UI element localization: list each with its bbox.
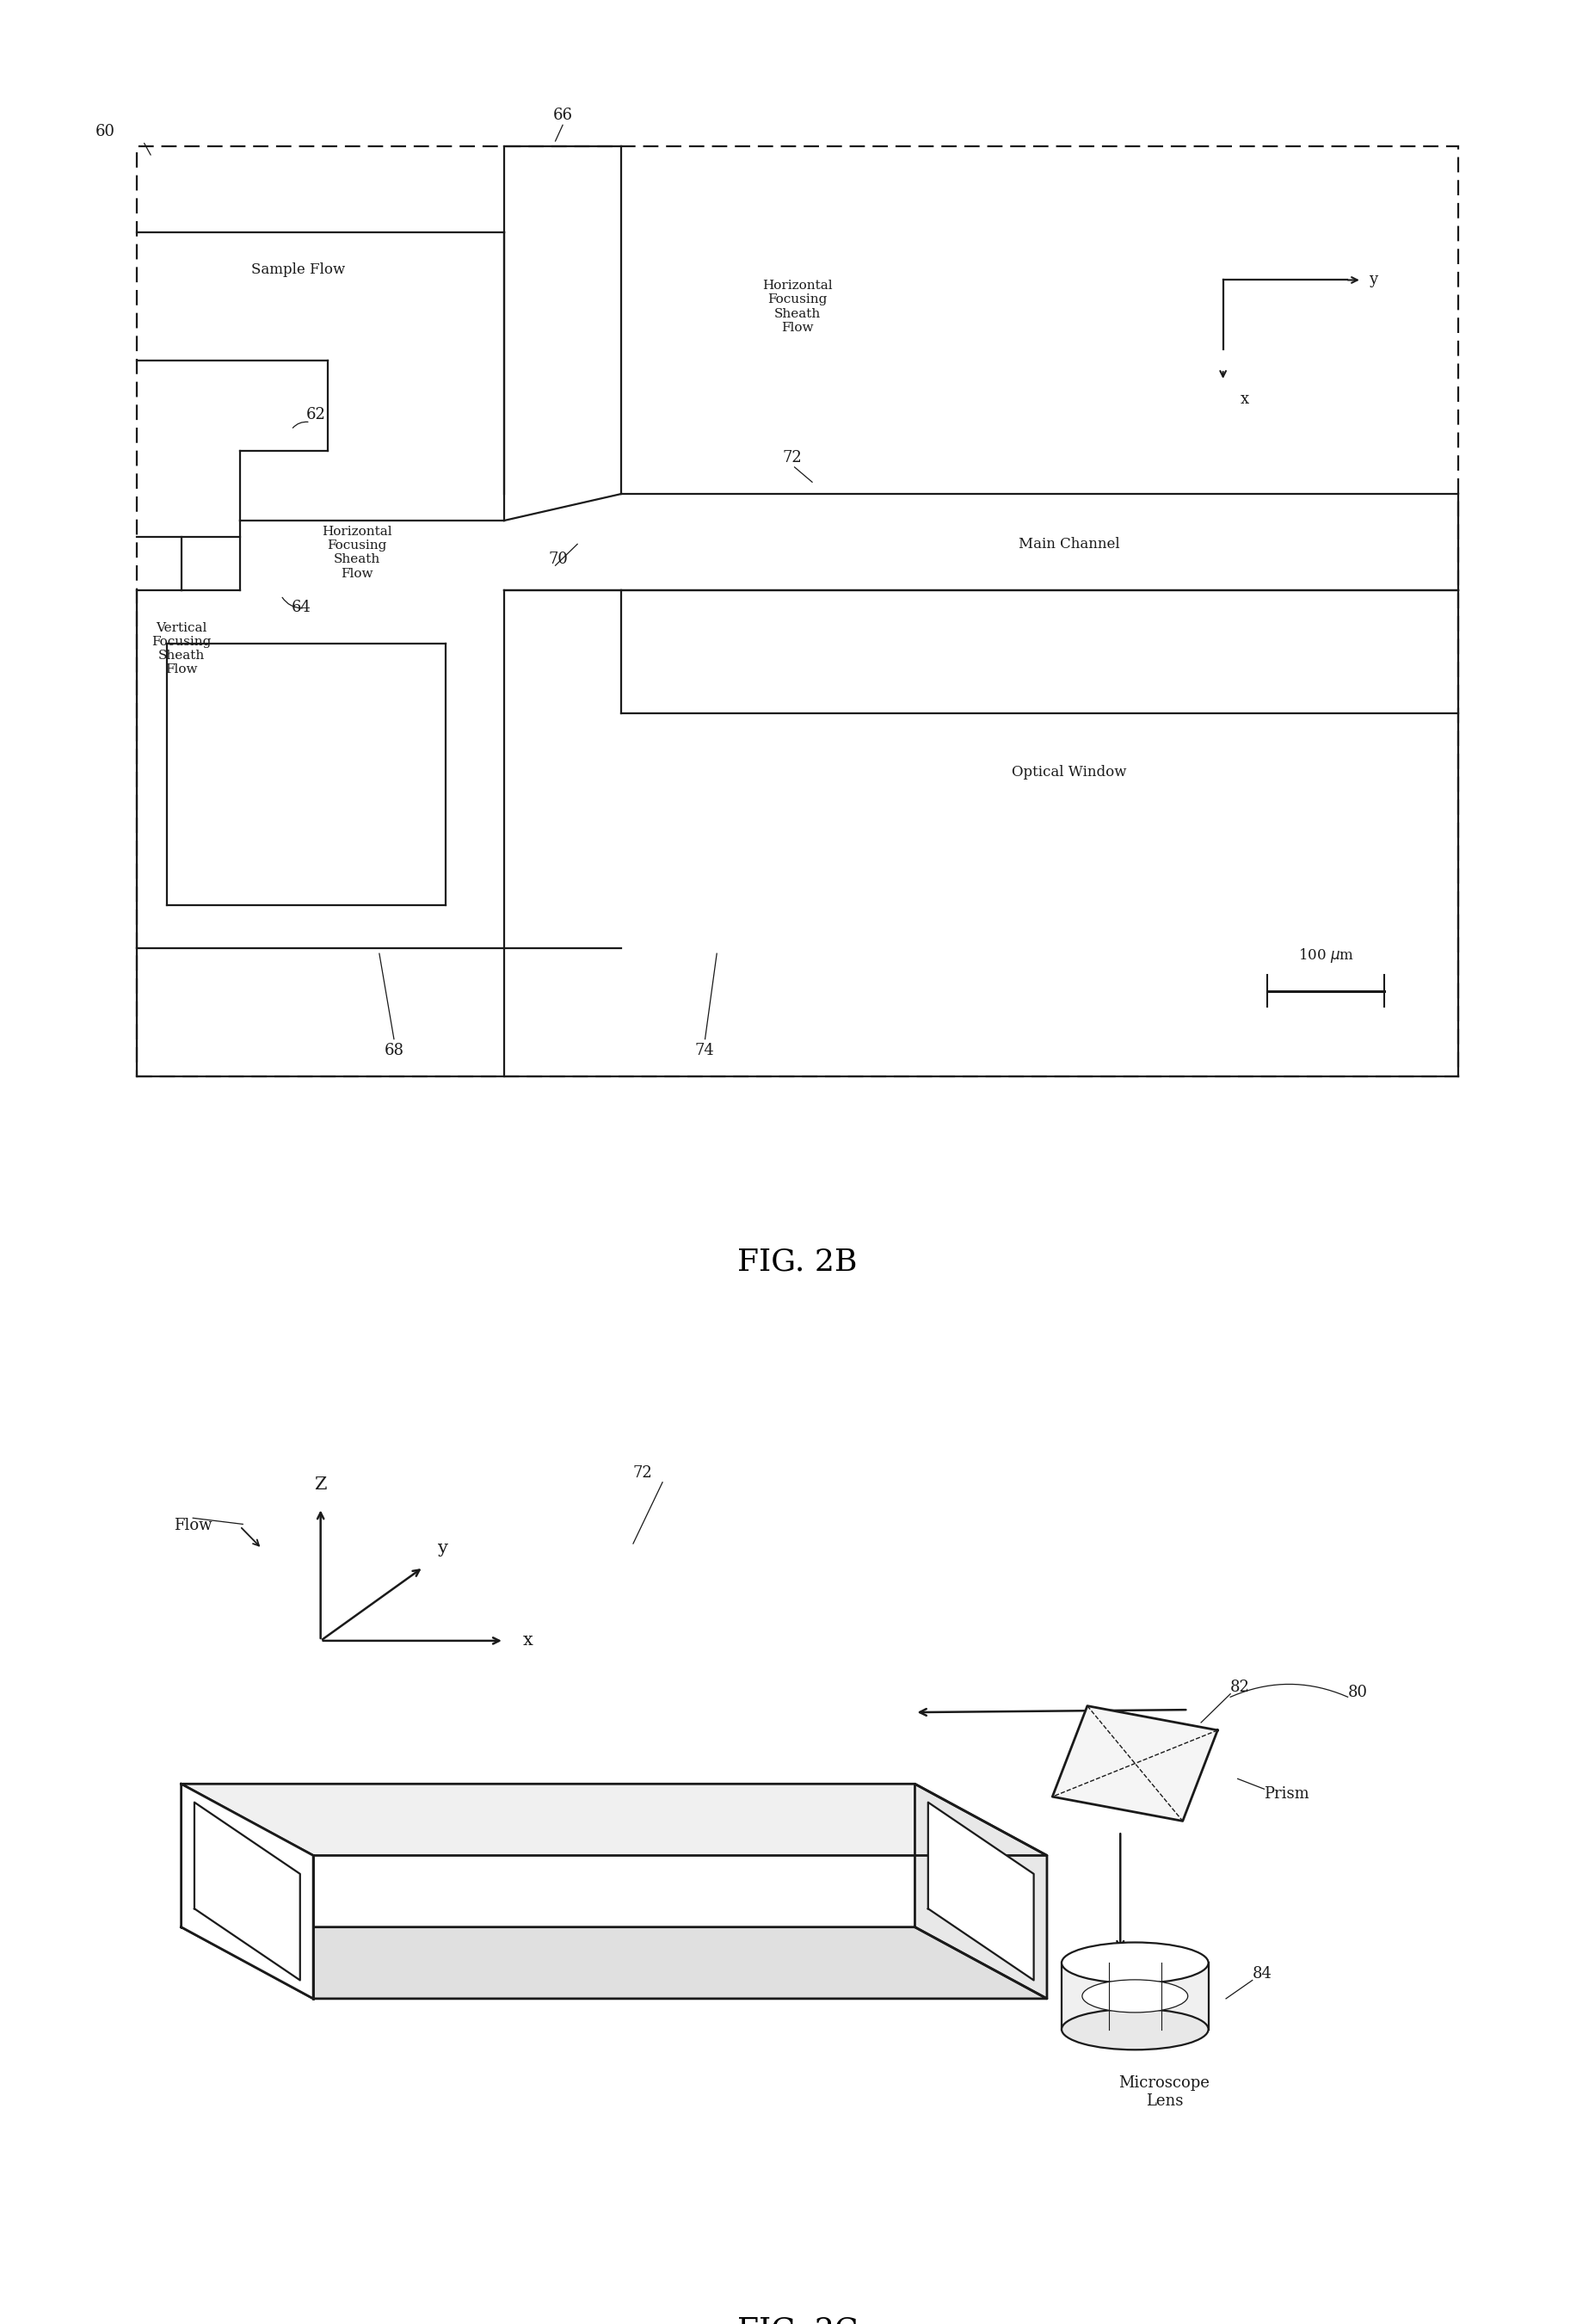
Text: Vertical
Focusing
Sheath
Flow: Vertical Focusing Sheath Flow [152,623,211,676]
Bar [137,146,1458,1076]
Ellipse shape [1062,1943,1209,1982]
Text: 74: 74 [695,1043,715,1057]
Polygon shape [195,1803,300,1980]
Text: y: y [1369,272,1378,288]
Text: Flow: Flow [174,1518,212,1534]
Text: Prism: Prism [1265,1787,1309,1801]
Text: FIG. 2B: FIG. 2B [737,1248,858,1276]
Text: 80: 80 [1348,1685,1367,1701]
Polygon shape [1053,1706,1217,1822]
Text: 82: 82 [1230,1680,1250,1694]
Text: Horizontal
Focusing
Sheath
Flow: Horizontal Focusing Sheath Flow [322,525,392,579]
Ellipse shape [1081,1980,1188,2013]
Text: 64: 64 [292,600,311,616]
Text: Optical Window: Optical Window [1011,765,1126,779]
Text: y: y [439,1541,448,1557]
Text: x: x [1241,393,1249,407]
Text: x: x [523,1631,533,1650]
Polygon shape [182,1927,1046,1999]
Polygon shape [916,1785,1046,1999]
Text: Main Channel: Main Channel [1018,537,1120,551]
Polygon shape [928,1803,1034,1980]
Text: 70: 70 [549,551,568,567]
Text: 100 $\mu$m: 100 $\mu$m [1298,946,1354,964]
Text: 72: 72 [633,1464,652,1480]
Text: 60: 60 [96,123,115,139]
Text: Horizontal
Focusing
Sheath
Flow: Horizontal Focusing Sheath Flow [762,279,833,335]
Ellipse shape [1062,2008,1209,2050]
Text: Sample Flow: Sample Flow [252,263,346,277]
Text: Microscope
Lens: Microscope Lens [1118,2075,1211,2108]
Polygon shape [182,1785,1046,1855]
Text: 62: 62 [306,407,325,423]
Text: Z: Z [314,1476,327,1492]
Text: FIG. 2C: FIG. 2C [737,2315,858,2324]
Text: 84: 84 [1252,1966,1273,1982]
Text: 72: 72 [783,451,802,465]
Polygon shape [182,1785,313,1999]
Text: 66: 66 [553,107,573,123]
Bar [1062,1964,1209,2029]
Text: 68: 68 [384,1043,404,1057]
